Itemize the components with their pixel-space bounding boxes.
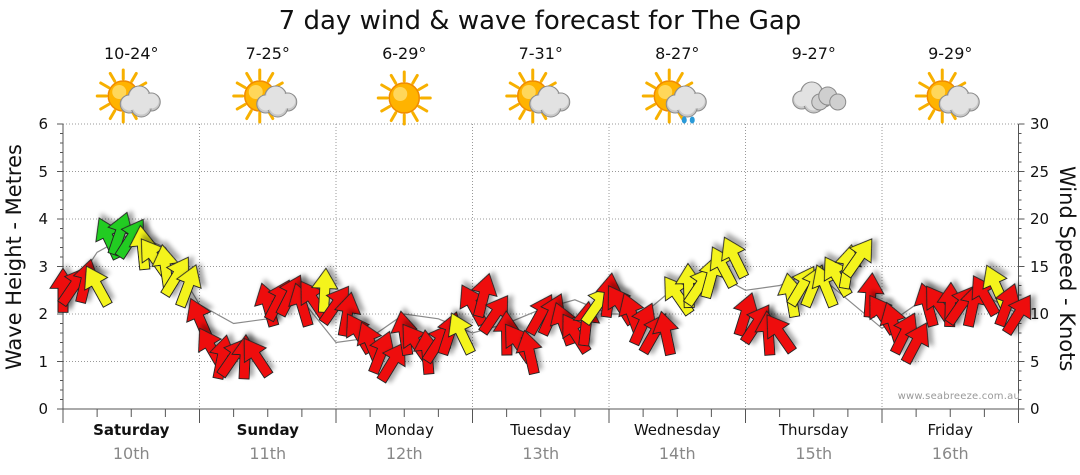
wind-arrow: [766, 314, 797, 355]
source-credit: www.seabreeze.com.au: [897, 391, 1020, 402]
wave-tick-label: 5: [38, 162, 48, 181]
wind-arrow: [994, 282, 1021, 328]
wind-arrow: [889, 312, 918, 356]
wind-arrow: [175, 264, 202, 309]
wind-arrow: [160, 256, 190, 299]
cloud-icon: [792, 81, 847, 114]
temperature-range: 7-31°: [518, 44, 563, 63]
wind-arrow: [243, 337, 274, 379]
wind-arrow: [478, 295, 509, 336]
sun-cloud-icon: [232, 68, 298, 124]
date-label: 16th: [931, 444, 969, 463]
wave-tick-label: 2: [38, 305, 48, 323]
wind-arrow: [515, 329, 543, 376]
wind-arrow: [841, 238, 873, 279]
day-label: Friday: [927, 421, 973, 439]
wave-tick-label: 3: [38, 257, 48, 276]
day-label: Thursday: [778, 421, 849, 439]
wind-arrow: [470, 272, 498, 319]
day-label: Sunday: [236, 421, 299, 439]
wind-arrow: [651, 310, 680, 357]
wind-arrow: [448, 312, 476, 356]
wave-tick-label: 4: [38, 210, 48, 228]
date-label: 14th: [658, 444, 696, 463]
wind-arrow: [721, 236, 750, 280]
sun-cloud-rain-icon: [641, 68, 707, 124]
temperature-range: 7-25°: [245, 44, 290, 63]
wind-tick-label: 0: [1030, 400, 1040, 418]
wave-tick-label: 6: [38, 115, 48, 133]
date-label: 11th: [249, 444, 287, 463]
day-label: Wednesday: [633, 421, 721, 439]
sun-cloud-icon: [505, 68, 571, 124]
wind-tick-label: 30: [1030, 115, 1050, 133]
wave-tick-label: 0: [38, 400, 48, 418]
date-label: 15th: [795, 444, 833, 463]
day-label: Monday: [374, 421, 434, 439]
temperature-range: 9-27°: [791, 44, 836, 63]
day-label: Tuesday: [510, 421, 572, 439]
wind-tick-label: 25: [1030, 162, 1050, 181]
date-label: 12th: [385, 444, 423, 463]
wind-arrow: [900, 322, 930, 365]
wind-arrow: [628, 302, 657, 347]
date-label: 10th: [112, 444, 150, 463]
wave-tick-label: 1: [38, 352, 48, 371]
sun-icon: [376, 70, 432, 126]
wind-arrow: [186, 297, 214, 342]
temperature-range: 8-27°: [655, 44, 700, 63]
wind-arrow: [84, 265, 113, 308]
temperature-range: 6-29°: [382, 44, 427, 63]
wind-arrow: [368, 330, 396, 375]
sun-cloud-icon: [95, 68, 161, 124]
chart-title: 7 day wind & wave forecast for The Gap: [278, 6, 802, 36]
temperature-range: 10-24°: [104, 44, 159, 63]
wind-arrow: [1001, 294, 1032, 336]
temperature-range: 9-29°: [928, 44, 973, 63]
wind-tick-label: 20: [1030, 210, 1050, 228]
wind-tick-label: 10: [1030, 305, 1050, 323]
day-label: Saturday: [93, 421, 170, 439]
wind-tick-label: 5: [1030, 352, 1040, 371]
date-label: 13th: [522, 444, 560, 463]
wind-tick-label: 15: [1030, 257, 1050, 276]
sun-cloud-icon: [914, 68, 980, 124]
